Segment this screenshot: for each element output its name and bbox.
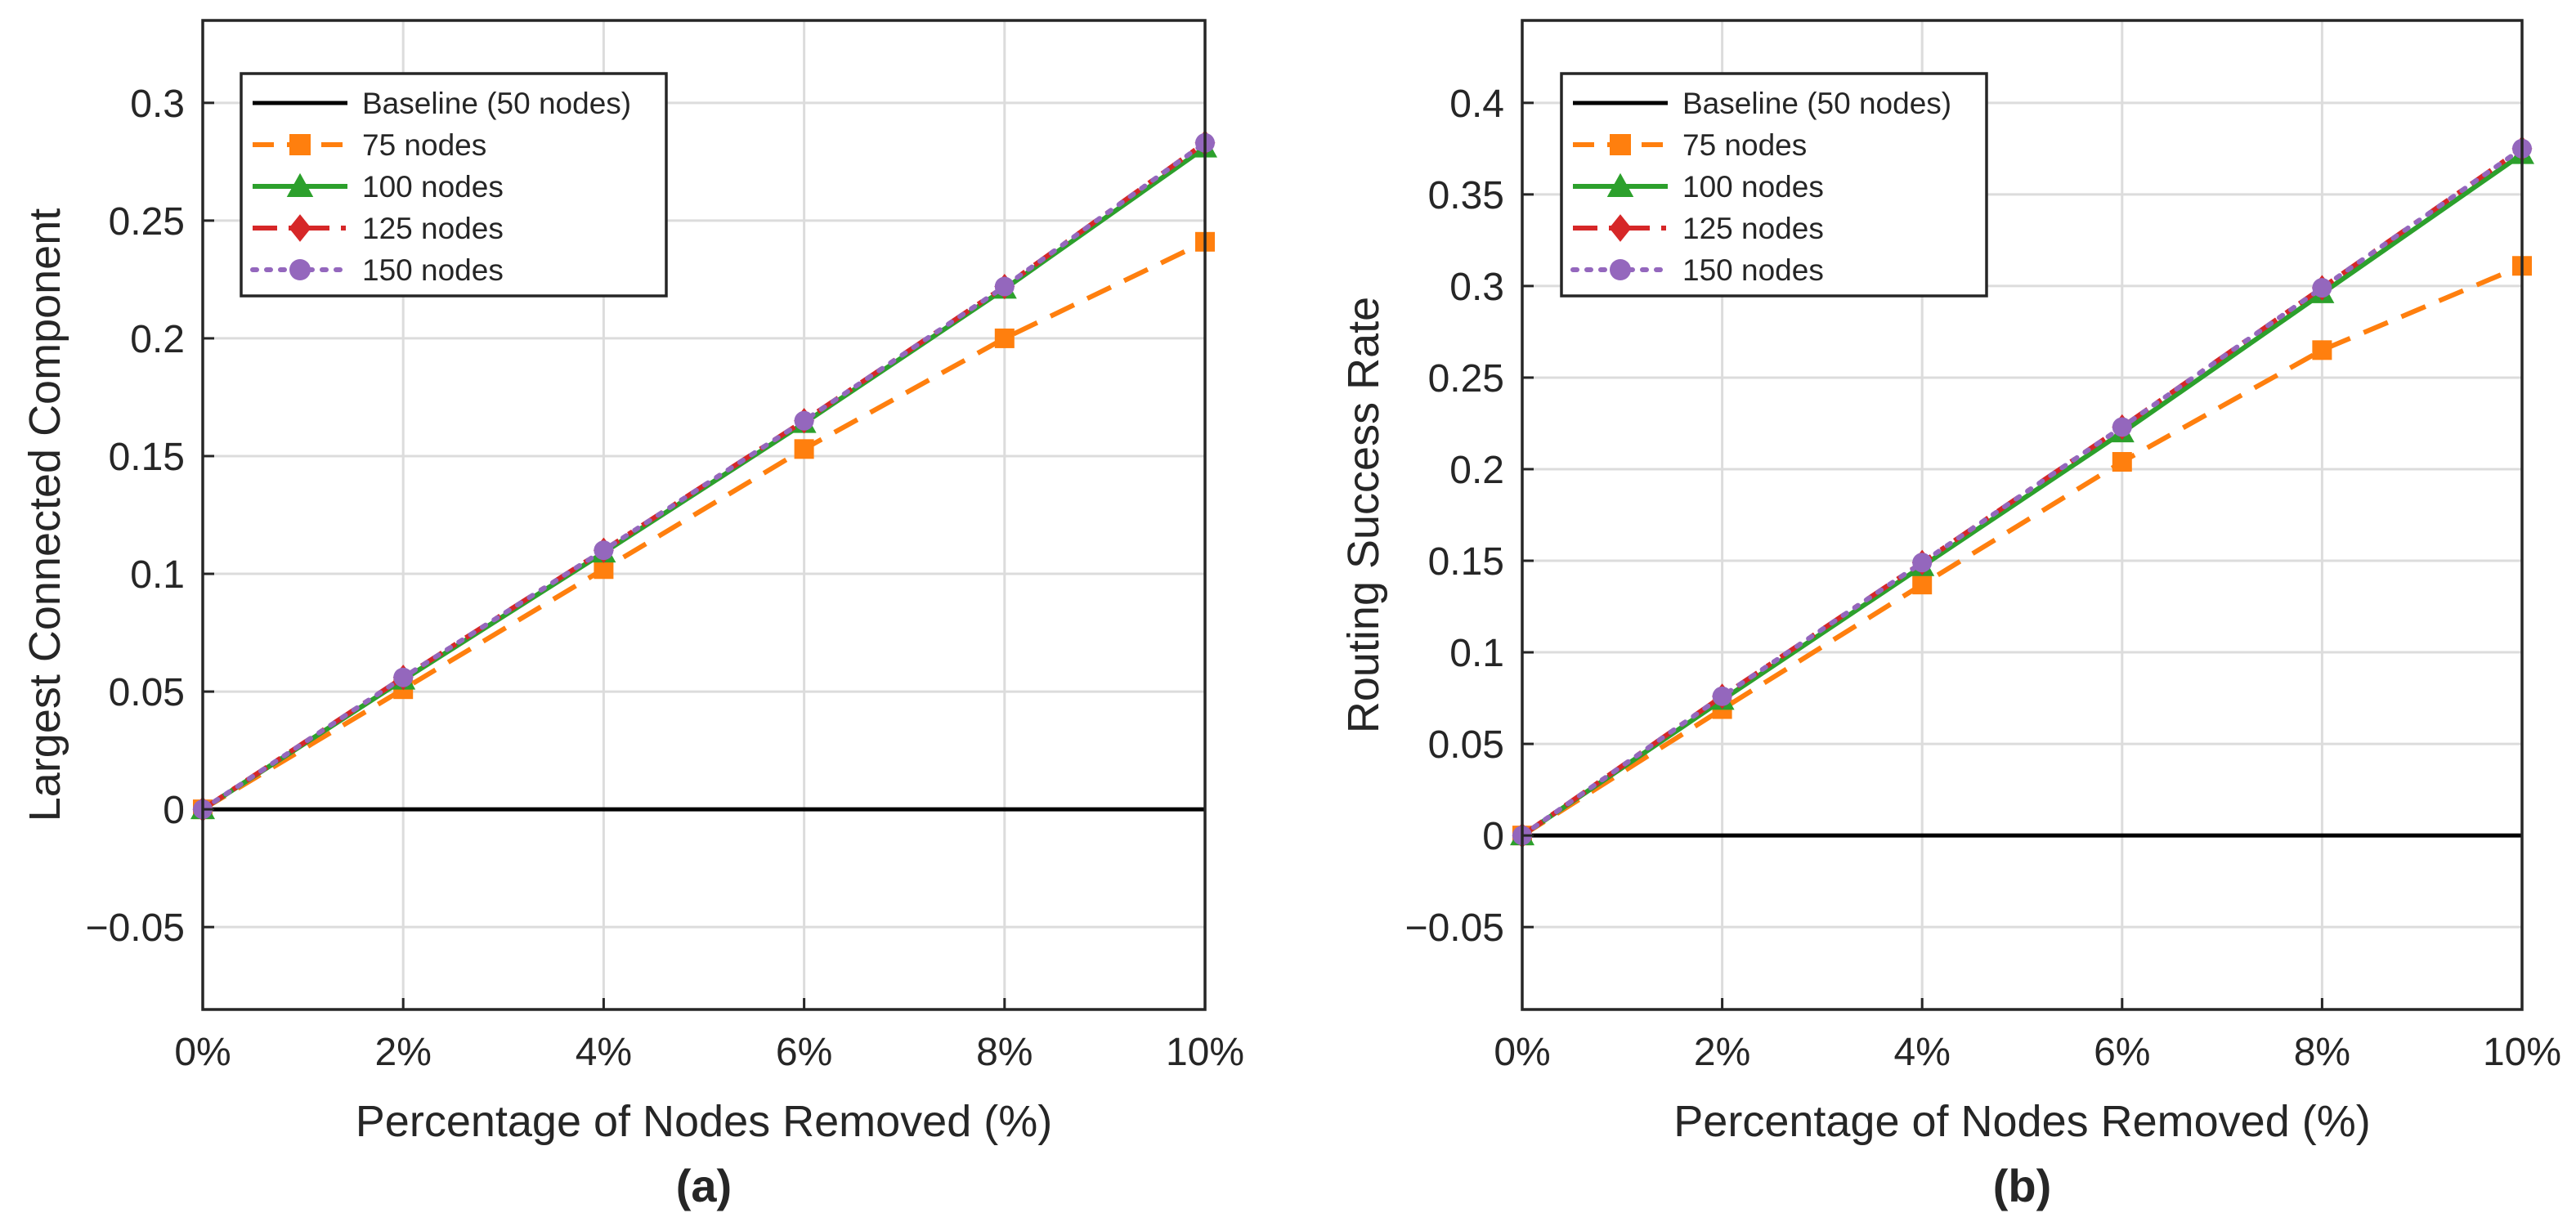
x-tick-label: 8% (976, 1031, 1033, 1074)
panel-label: (a) (676, 1160, 732, 1211)
x-tick-label: 2% (375, 1031, 432, 1074)
data-point (794, 410, 814, 431)
legend-label: 75 nodes (1682, 128, 1807, 162)
series-line (1521, 263, 2524, 838)
data-point (2112, 417, 2132, 437)
data-point (794, 439, 814, 459)
y-tick-label: −0.05 (1405, 906, 1504, 950)
x-tick-label: 0% (1494, 1031, 1550, 1074)
x-axis-label: Percentage of Nodes Removed (%) (356, 1097, 1052, 1146)
y-axis-label: Routing Success Rate (1339, 297, 1388, 733)
legend-label: 150 nodes (1682, 253, 1824, 287)
data-point (994, 276, 1015, 297)
y-tick-label: 0.1 (130, 553, 185, 597)
series-line (1521, 146, 2524, 838)
legend-label: 150 nodes (362, 253, 504, 287)
y-tick-label: 0 (1482, 815, 1504, 858)
y-axis-label: Largest Connected Component (20, 208, 69, 822)
series-line (201, 239, 1207, 812)
series-line (200, 140, 1207, 812)
y-tick-label: 0.2 (1449, 449, 1504, 492)
y-tick-label: 0.2 (130, 318, 185, 361)
data-point (994, 328, 1015, 348)
y-tick-label: 0.25 (109, 200, 185, 244)
y-tick-label: 0.3 (1449, 266, 1504, 309)
y-tick-label: 0 (163, 789, 185, 832)
legend: Baseline (50 nodes) 75 nodes 100 nodes 125 … (240, 72, 668, 298)
series-line (1521, 152, 2524, 838)
legend-marker (1609, 214, 1632, 242)
panel-a: −0.05 0 0.05 0.1 0.15 0.2 0.25 0.3 0% 2% 4% 6% 8% 10%… (20, 19, 1244, 1211)
legend-label: 100 nodes (1682, 170, 1824, 204)
y-tick-label: 0.35 (1428, 174, 1504, 217)
panel-b: −0.05 0 0.05 0.1 0.15 0.2 0.25 0.3 0.35 0.4 0% 2% 4%… (1339, 19, 2561, 1211)
x-axis-label: Percentage of Nodes Removed (%) (1673, 1097, 2370, 1146)
data-point (2312, 340, 2332, 360)
legend-marker (289, 259, 311, 280)
legend: Baseline (50 nodes) 75 nodes 100 nodes 125 … (1560, 72, 1988, 298)
series-150-nodes (193, 132, 1215, 820)
x-tick-label: 6% (776, 1031, 832, 1074)
legend-marker (1610, 259, 1631, 280)
legend-label: 125 nodes (1682, 212, 1824, 245)
data-point (1712, 686, 1732, 706)
x-tick-label: 0% (174, 1031, 231, 1074)
y-tick-label: 0.4 (1449, 83, 1504, 126)
data-point (594, 540, 614, 561)
axes-box (1521, 19, 2524, 1011)
axes-box (201, 19, 1207, 1011)
y-tick-label: −0.05 (86, 906, 185, 950)
y-tick-label: 0.05 (1428, 723, 1504, 767)
data-point (393, 667, 414, 687)
legend-marker (1606, 172, 1634, 197)
legend-label: 75 nodes (362, 128, 486, 162)
data-point (1912, 575, 1933, 595)
x-tick-label: 8% (2294, 1031, 2350, 1074)
y-tick-label: 0.3 (130, 83, 185, 126)
y-tick-label: 0.15 (1428, 540, 1504, 584)
y-tick-label: 0.15 (109, 436, 185, 479)
data-point (2112, 452, 2132, 472)
legend-marker (289, 134, 311, 155)
x-tick-label: 2% (1694, 1031, 1750, 1074)
legend-marker (289, 214, 311, 242)
x-tick-label: 4% (576, 1031, 632, 1074)
legend-marker (286, 172, 314, 197)
data-point (2312, 278, 2332, 298)
legend-label: Baseline (50 nodes) (1682, 87, 1951, 120)
data-point (1912, 553, 1933, 573)
x-tick-label: 4% (1894, 1031, 1951, 1074)
x-tick-label: 6% (2094, 1031, 2150, 1074)
y-tick-label: 0.25 (1428, 357, 1504, 401)
legend-label: 100 nodes (362, 170, 504, 204)
x-tick-label: 10% (2483, 1031, 2561, 1074)
y-tick-label: 0.1 (1449, 632, 1504, 675)
legend-label: Baseline (50 nodes) (362, 87, 631, 120)
panel-label: (b) (1993, 1160, 2052, 1211)
legend-label: 125 nodes (362, 212, 504, 245)
y-tick-label: 0.05 (109, 671, 185, 714)
legend-marker (1610, 134, 1631, 155)
x-tick-label: 10% (1166, 1031, 1244, 1074)
